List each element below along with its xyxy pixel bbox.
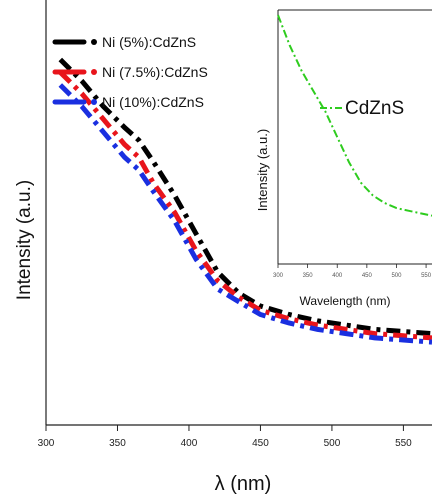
main-series-line-0 [58, 57, 432, 337]
main-y-axis-label: Intensity (a.u.) [14, 180, 35, 300]
inset-plot: 300 350 400 450 500 550 Intensity (a.u.) Wave… [255, 0, 432, 308]
inset-x-axis-label: Wavelength (nm) [300, 294, 391, 308]
legend-label-ni7-5: Ni (7.5%):CdZnS [102, 64, 208, 80]
inset-x-tick-label: 400 [332, 273, 343, 279]
inset-x-tick-label: 350 [303, 273, 314, 279]
inset-y-axis-label: Intensity (a.u.) [255, 129, 270, 211]
main-x-tick-label: 450 [252, 438, 269, 449]
main-x-tick-label: 550 [395, 438, 412, 449]
legend-dot-ni5 [91, 39, 97, 45]
main-series-group [58, 57, 432, 345]
inset-x-tick-label: 500 [391, 273, 402, 279]
main-series-line-1 [58, 70, 432, 341]
inset-legend-label-cdzns: CdZnS [345, 98, 404, 119]
main-plot: 300 350 400 450 500 550 Intensity (a.u.) λ (n… [14, 0, 432, 495]
inset-background [262, 0, 432, 285]
main-x-tick-label: 500 [324, 438, 341, 449]
inset-series-line-0 [277, 14, 432, 217]
main-x-axis-label: λ (nm) [215, 473, 272, 495]
inset-series-group [277, 14, 432, 217]
main-legend: Ni (5%):CdZnS Ni (7.5%):CdZnS Ni (10%):C… [52, 34, 208, 110]
inset-x-ticks: 300 350 400 450 500 550 [273, 264, 432, 279]
legend-label-ni10: Ni (10%):CdZnS [102, 94, 204, 110]
legend-dot-ni7-5 [91, 69, 97, 75]
legend-dot-ni10 [91, 99, 97, 105]
main-x-tick-label: 300 [38, 438, 55, 449]
inset-x-tick-label: 300 [273, 273, 284, 279]
main-x-tick-label: 400 [181, 438, 198, 449]
main-x-ticks: 300 350 400 450 500 550 [38, 425, 412, 449]
legend-label-ni5: Ni (5%):CdZnS [102, 34, 196, 50]
main-x-tick-label: 350 [109, 438, 126, 449]
inset-x-tick-label: 450 [362, 273, 373, 279]
inset-x-tick-label: 550 [421, 273, 432, 279]
